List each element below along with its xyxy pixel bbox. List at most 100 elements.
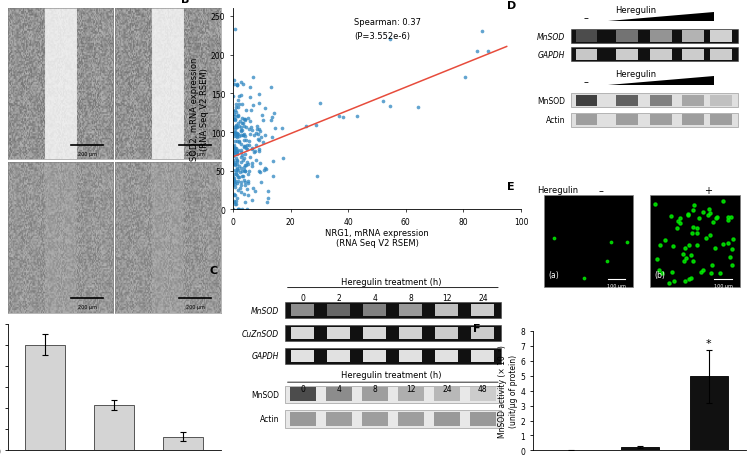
Point bbox=[679, 245, 691, 252]
Point bbox=[227, 161, 239, 168]
Point bbox=[239, 179, 251, 186]
Point bbox=[241, 142, 253, 149]
Point bbox=[268, 125, 280, 132]
Point bbox=[688, 207, 700, 214]
Point bbox=[230, 122, 242, 129]
FancyBboxPatch shape bbox=[435, 350, 458, 362]
Point bbox=[229, 117, 241, 124]
Point bbox=[687, 258, 699, 265]
Point bbox=[235, 182, 247, 189]
Point bbox=[665, 213, 677, 221]
Point bbox=[240, 168, 252, 176]
Point bbox=[245, 106, 257, 114]
Point bbox=[311, 172, 323, 180]
Text: (a): (a) bbox=[548, 270, 559, 279]
Point bbox=[683, 242, 695, 249]
Text: (P=3.552e-6): (P=3.552e-6) bbox=[354, 32, 410, 41]
Point bbox=[243, 126, 255, 133]
Point bbox=[242, 178, 254, 185]
FancyBboxPatch shape bbox=[651, 31, 672, 42]
Point bbox=[251, 126, 263, 134]
Point bbox=[231, 138, 243, 145]
Point bbox=[230, 198, 242, 205]
Point bbox=[229, 126, 241, 133]
Point bbox=[238, 177, 250, 184]
Point bbox=[253, 168, 265, 175]
FancyBboxPatch shape bbox=[572, 94, 738, 108]
Point bbox=[228, 147, 240, 154]
Point bbox=[471, 49, 483, 56]
Point bbox=[228, 77, 240, 84]
Point bbox=[228, 142, 240, 149]
Point bbox=[230, 150, 242, 157]
FancyBboxPatch shape bbox=[435, 304, 458, 317]
Point bbox=[239, 116, 251, 124]
FancyBboxPatch shape bbox=[398, 412, 424, 426]
Point bbox=[238, 173, 250, 181]
Point bbox=[232, 121, 244, 128]
Point bbox=[229, 181, 241, 188]
Point bbox=[241, 147, 253, 154]
FancyBboxPatch shape bbox=[362, 388, 388, 401]
Point bbox=[227, 207, 239, 214]
FancyBboxPatch shape bbox=[434, 412, 460, 426]
Point bbox=[238, 131, 250, 138]
Point bbox=[227, 157, 239, 164]
Point bbox=[231, 104, 244, 111]
Point bbox=[238, 144, 250, 151]
Text: +: + bbox=[704, 186, 712, 196]
Point bbox=[228, 111, 240, 118]
Point bbox=[232, 173, 244, 181]
Point bbox=[231, 130, 243, 137]
FancyBboxPatch shape bbox=[682, 50, 703, 61]
Point bbox=[686, 230, 698, 238]
Point bbox=[235, 121, 247, 128]
Point bbox=[234, 118, 246, 126]
Point bbox=[252, 136, 264, 143]
Point bbox=[268, 110, 280, 117]
Text: MnSOD: MnSOD bbox=[537, 32, 565, 41]
Point bbox=[228, 133, 241, 140]
Point bbox=[239, 199, 251, 207]
Point bbox=[227, 182, 239, 190]
Point bbox=[697, 208, 709, 216]
Point bbox=[265, 117, 277, 124]
FancyBboxPatch shape bbox=[651, 50, 672, 61]
Point bbox=[230, 149, 242, 157]
FancyBboxPatch shape bbox=[363, 350, 386, 362]
Point bbox=[314, 101, 326, 108]
Point bbox=[256, 179, 268, 187]
Point bbox=[336, 115, 348, 122]
Point bbox=[230, 133, 242, 140]
Point bbox=[253, 101, 265, 108]
FancyBboxPatch shape bbox=[651, 115, 672, 126]
Point bbox=[651, 255, 663, 263]
Point bbox=[244, 118, 256, 125]
Point bbox=[228, 192, 241, 199]
Point bbox=[241, 145, 253, 152]
Point bbox=[239, 116, 251, 123]
FancyBboxPatch shape bbox=[291, 350, 314, 362]
Point bbox=[231, 148, 243, 156]
Point bbox=[677, 251, 689, 258]
Point bbox=[706, 261, 719, 268]
Point bbox=[228, 124, 240, 131]
Point bbox=[231, 113, 244, 120]
Point bbox=[664, 280, 676, 288]
Point bbox=[265, 114, 277, 121]
Point bbox=[621, 238, 633, 246]
Point bbox=[242, 192, 254, 199]
Point bbox=[228, 198, 241, 205]
Point bbox=[239, 182, 251, 189]
Point bbox=[709, 245, 721, 253]
FancyBboxPatch shape bbox=[285, 348, 501, 364]
Text: 24: 24 bbox=[478, 293, 488, 302]
Point bbox=[247, 149, 259, 157]
Point bbox=[227, 176, 239, 183]
Point bbox=[236, 152, 248, 160]
Point bbox=[255, 134, 267, 142]
Point bbox=[254, 128, 266, 135]
FancyBboxPatch shape bbox=[400, 327, 422, 339]
Point bbox=[674, 220, 686, 228]
Point bbox=[235, 154, 247, 161]
